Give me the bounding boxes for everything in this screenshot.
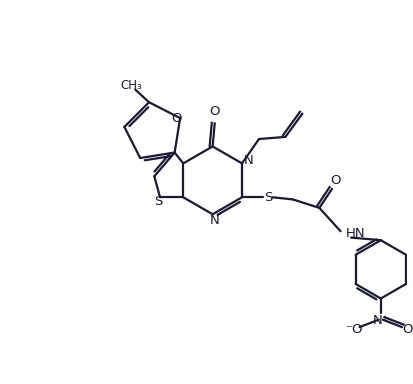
Text: S: S	[264, 191, 273, 204]
Text: N⁺: N⁺	[373, 314, 389, 327]
Text: N: N	[244, 154, 253, 167]
Text: N: N	[210, 214, 220, 227]
Text: O: O	[209, 105, 220, 118]
Text: S: S	[154, 195, 162, 208]
Text: O: O	[330, 174, 340, 187]
Text: CH₃: CH₃	[120, 79, 142, 92]
Text: O: O	[172, 112, 182, 124]
Text: O: O	[402, 323, 413, 336]
Text: HN: HN	[346, 227, 366, 240]
Text: ⁻O: ⁻O	[346, 323, 363, 336]
